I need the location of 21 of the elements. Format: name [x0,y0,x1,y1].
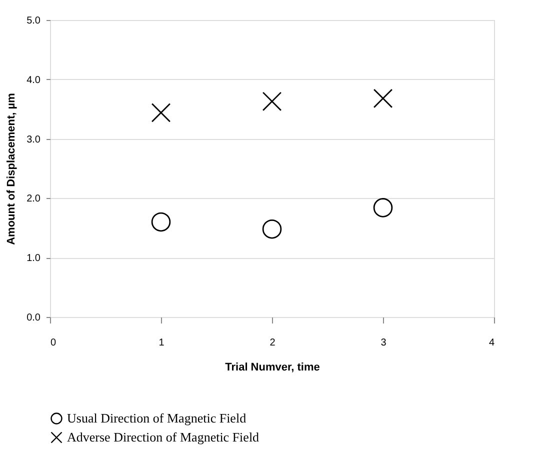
y-axis-title: Amount of Displacement, µm [6,92,18,245]
x-tick-label: 2 [270,338,276,348]
x-axis-title: Trial Numver, time [225,362,320,374]
point [262,219,282,239]
x-tick-label: 1 [158,338,165,348]
point [262,92,282,112]
x-tick-label: 4 [488,338,495,348]
y-tick-label: 3.0 [26,134,41,146]
point [373,198,393,218]
point [151,103,171,122]
y-tick-label: 0.0 [26,312,41,324]
y-tick-label: 2.0 [26,194,41,205]
legend-label: Usual Direction of Magnetic Field [67,410,247,426]
x-tick-label: 3 [380,338,387,348]
point [151,212,171,232]
y-tick-label: 1.0 [26,253,41,264]
x-tick-label: 0 [50,338,56,348]
y-tick-label: 4.0 [26,74,41,86]
point [373,88,393,108]
y-tick-label: 5.0 [26,16,41,26]
legend-label: Adverse Direction of Magnetic Field [67,430,260,444]
